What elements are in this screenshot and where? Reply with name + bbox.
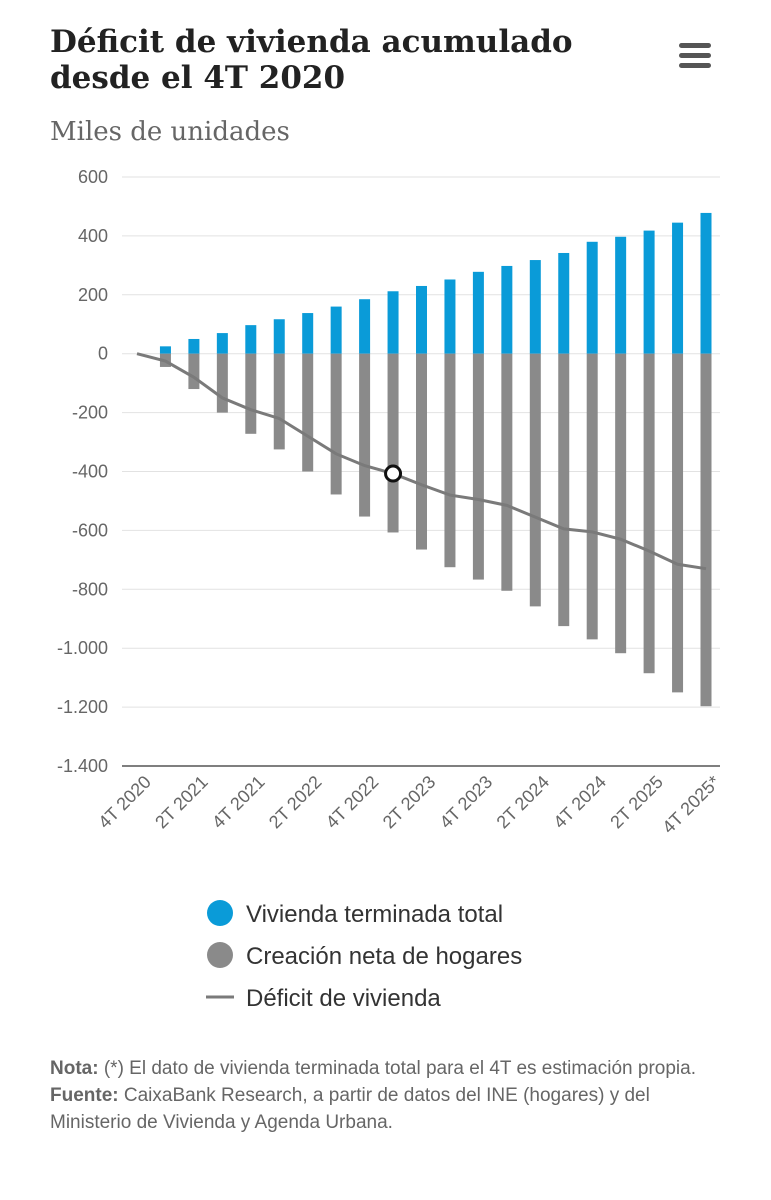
bar bbox=[387, 291, 399, 354]
bar bbox=[387, 353, 399, 533]
note-text: CaixaBank Research, a partir de datos de… bbox=[50, 1085, 650, 1133]
bar bbox=[472, 353, 484, 580]
x-tick-label: 2T 2023 bbox=[379, 772, 440, 833]
y-tick-label: 400 bbox=[78, 226, 108, 246]
line bbox=[136, 352, 707, 571]
bar bbox=[416, 353, 427, 550]
bar bbox=[159, 346, 171, 354]
bar bbox=[529, 353, 541, 607]
chart-subtitle: Miles de unidades bbox=[50, 117, 290, 147]
bar bbox=[643, 353, 655, 674]
y-tick-label: 0 bbox=[98, 344, 108, 364]
legend-label: Vivienda terminada total bbox=[246, 901, 503, 928]
bar bbox=[700, 353, 712, 707]
bar bbox=[586, 353, 598, 640]
legend-label: Creación neta de hogares bbox=[246, 943, 522, 970]
bar bbox=[615, 353, 627, 654]
bar bbox=[216, 333, 228, 354]
legend-label: Déficit de vivienda bbox=[246, 985, 441, 1012]
y-tick-label: -1.400 bbox=[57, 756, 108, 776]
bar bbox=[216, 353, 228, 413]
x-tick-label: 4T 2022 bbox=[322, 772, 383, 833]
x-tick-label: 2T 2022 bbox=[265, 772, 326, 833]
x-tick-label: 4T 2020 bbox=[94, 772, 155, 833]
x-tick-label: 4T 2021 bbox=[208, 772, 269, 833]
x-tick-label: 4T 2023 bbox=[436, 772, 497, 833]
bar bbox=[700, 212, 712, 354]
x-tick-label: 4T 2024 bbox=[549, 772, 610, 833]
bar bbox=[188, 353, 200, 390]
bar bbox=[558, 353, 570, 627]
bar bbox=[615, 236, 627, 354]
notes: Nota: (*) El dato de vivienda terminada … bbox=[50, 1055, 730, 1136]
y-tick-label: 600 bbox=[78, 167, 108, 187]
note-label: Nota: bbox=[50, 1058, 99, 1079]
legend-marker bbox=[207, 942, 233, 968]
chart-title: Déficit de vivienda acumulado desde el 4T… bbox=[50, 24, 573, 96]
bar bbox=[558, 252, 570, 354]
bar bbox=[359, 299, 371, 354]
bar bbox=[416, 285, 427, 354]
y-tick-label: -400 bbox=[72, 462, 108, 482]
highlight-point bbox=[384, 464, 403, 483]
y-tick-label: -800 bbox=[72, 579, 108, 599]
bar bbox=[245, 353, 257, 434]
bar bbox=[273, 319, 285, 354]
x-tick-label: 4T 2025* bbox=[658, 772, 724, 838]
y-tick-label: 200 bbox=[78, 285, 108, 305]
bar bbox=[586, 241, 598, 354]
x-tick-label: 2T 2021 bbox=[151, 772, 212, 833]
bar bbox=[444, 279, 456, 354]
y-tick-label: -1.200 bbox=[57, 697, 108, 717]
bar bbox=[643, 230, 655, 354]
bar bbox=[330, 353, 342, 495]
chart: Déficit de vivienda acumulado desde el 4T… bbox=[50, 24, 724, 1012]
bar bbox=[359, 353, 371, 517]
bar bbox=[245, 325, 257, 354]
bar bbox=[302, 313, 314, 354]
y-tick-label: -600 bbox=[72, 520, 108, 540]
bar bbox=[501, 265, 513, 354]
menu-icon[interactable] bbox=[679, 43, 711, 68]
note-label: Fuente: bbox=[50, 1085, 119, 1106]
bar bbox=[672, 353, 684, 693]
y-tick-label: -200 bbox=[72, 403, 108, 423]
note: Fuente: CaixaBank Research, a partir de … bbox=[50, 1082, 730, 1136]
bar bbox=[273, 353, 285, 450]
bar bbox=[444, 353, 456, 568]
legend-marker bbox=[207, 900, 233, 926]
bar bbox=[672, 222, 684, 354]
note-text: (*) El dato de vivienda terminada total … bbox=[103, 1058, 696, 1079]
x-tick-label: 2T 2024 bbox=[493, 772, 554, 833]
note: Nota: (*) El dato de vivienda terminada … bbox=[50, 1055, 730, 1082]
bar bbox=[529, 260, 541, 354]
bar bbox=[302, 353, 314, 472]
bar bbox=[501, 353, 513, 591]
bar bbox=[188, 338, 200, 354]
bar bbox=[472, 271, 484, 354]
bar bbox=[330, 306, 342, 354]
y-tick-label: -1.000 bbox=[57, 638, 108, 658]
